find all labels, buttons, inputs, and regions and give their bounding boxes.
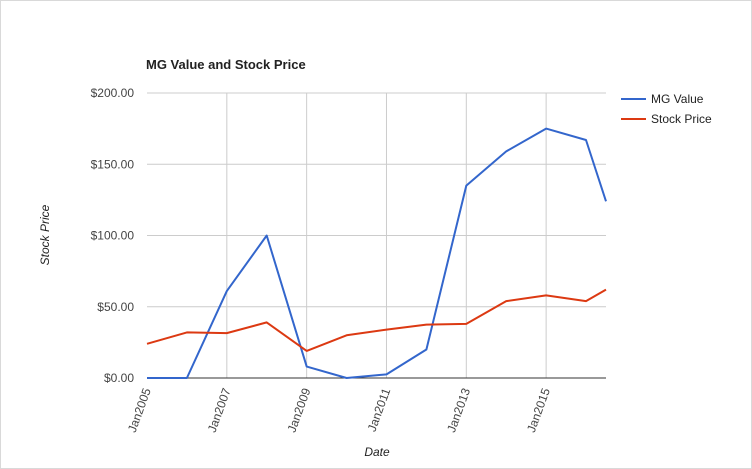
series-line-mg-value [147, 127, 607, 379]
x-tick-label: Jan2013 [444, 386, 473, 434]
legend: MG Value Stock Price [621, 92, 712, 126]
legend-label: MG Value [651, 92, 704, 106]
y-tick-label: $50.00 [97, 300, 134, 314]
chart-title: MG Value and Stock Price [146, 57, 306, 72]
grid [147, 92, 606, 378]
y-tick-label: $100.00 [91, 229, 135, 243]
y-axis-ticks: $0.00 $50.00 $100.00 $150.00 $200.00 [91, 86, 135, 385]
legend-label: Stock Price [651, 112, 712, 126]
y-tick-label: $150.00 [91, 157, 135, 171]
x-tick-label: Jan2009 [285, 386, 314, 434]
y-axis-title: Stock Price [38, 204, 52, 265]
x-tick-label: Jan2011 [365, 386, 394, 434]
y-tick-label: $0.00 [104, 371, 134, 385]
series-line-stock-price [146, 288, 607, 352]
y-tick-label: $200.00 [91, 86, 135, 100]
x-tick-label: Jan2015 [524, 386, 553, 434]
x-tick-label: Jan2005 [125, 386, 154, 434]
x-axis-title: Date [364, 445, 390, 459]
x-axis-ticks: Jan2005 Jan2007 Jan2009 Jan2011 Jan2013 Jan20… [125, 386, 553, 434]
x-tick-label: Jan2007 [205, 386, 234, 434]
series-lines [146, 127, 607, 379]
